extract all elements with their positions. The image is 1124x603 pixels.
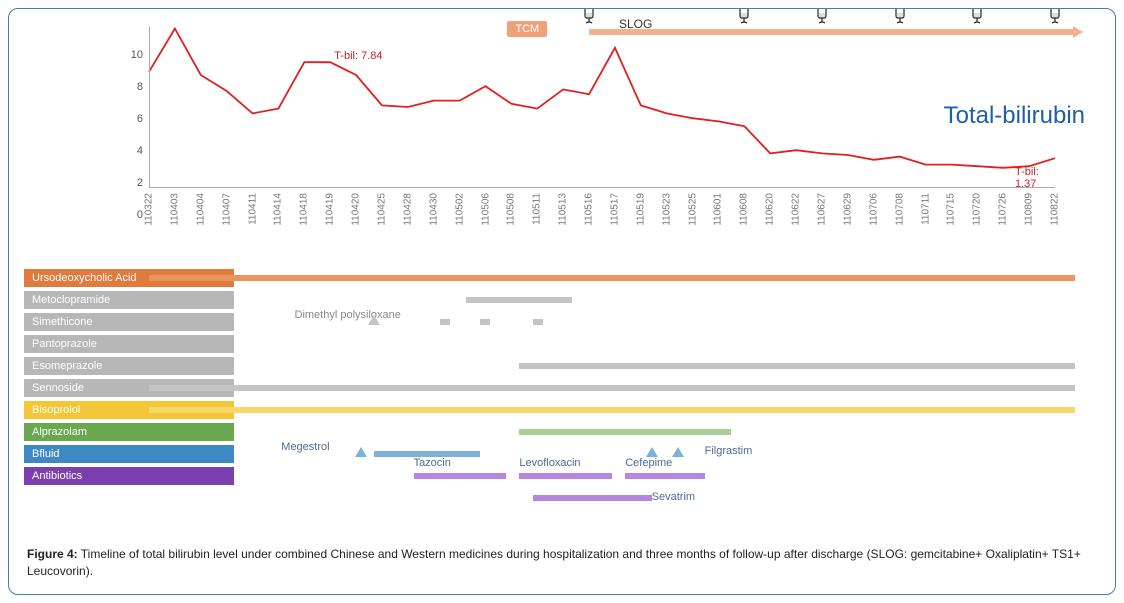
y-axis-line — [149, 27, 150, 187]
tick-marker — [533, 319, 543, 325]
med-row: Metoclopramide — [24, 291, 1075, 311]
med-bar — [519, 429, 731, 435]
chart-annotation: T-bil: 7.84 — [334, 50, 382, 62]
med-row: Esomeprazole — [24, 357, 1075, 377]
med-label: Pantoprazole — [24, 335, 234, 353]
x-tick-label: 110708 — [894, 193, 905, 226]
x-tick-label: 110513 — [558, 193, 569, 226]
x-tick-label: 110414 — [273, 193, 284, 226]
medication-timeline: Ursodeoxycholic Acid Metoclopramide Simeth… — [24, 269, 1075, 511]
x-tick-label: 110508 — [506, 193, 517, 226]
x-tick-label: 110627 — [817, 193, 828, 226]
med-bar — [149, 275, 1075, 281]
med-bar-label: Levofloxacin — [519, 457, 580, 469]
x-tick-label: 110502 — [454, 193, 465, 226]
x-tick-label: 110715 — [946, 193, 957, 226]
med-label: Bfluid — [24, 445, 234, 463]
x-tick-label: 110517 — [609, 193, 620, 226]
med-bar — [625, 473, 704, 479]
x-tick-label: 110525 — [687, 193, 698, 226]
med-row: Alprazolam — [24, 423, 1075, 443]
triangle-marker-icon — [672, 447, 684, 457]
med-bar — [519, 363, 1075, 369]
med-subtext: Dimethyl polysiloxane — [295, 309, 401, 321]
med-row: Pantoprazole — [24, 335, 1075, 355]
x-tick-label: 110511 — [532, 193, 543, 225]
x-tick-label: 110506 — [480, 193, 491, 226]
x-tick-label: 110629 — [842, 193, 853, 226]
triangle-marker-icon — [368, 315, 380, 325]
tick-marker — [480, 319, 490, 325]
med-label: Antibiotics — [24, 467, 234, 485]
x-tick-label: 110411 — [247, 193, 258, 225]
x-tick-label: 110419 — [325, 193, 336, 226]
x-tick-label: 110519 — [635, 193, 646, 226]
x-tick-label: 110516 — [584, 193, 595, 226]
triangle-marker-icon — [355, 447, 367, 457]
slog-bar — [589, 29, 1075, 35]
med-row: Sennoside — [24, 379, 1075, 399]
med-bar — [519, 473, 612, 479]
slog-arrow-icon — [1073, 26, 1083, 38]
med-row: Ursodeoxycholic Acid — [24, 269, 1075, 289]
x-tick-label: 110425 — [376, 193, 387, 226]
med-row: Bisoprolol — [24, 401, 1075, 421]
x-tick-label: 110404 — [195, 193, 206, 226]
x-tick-label: 110407 — [221, 193, 232, 226]
tcm-badge: TCM — [507, 21, 547, 37]
x-tick-label: 110601 — [713, 193, 724, 226]
x-tick-label: 110809 — [1024, 193, 1035, 226]
med-label: Metoclopramide — [24, 291, 234, 309]
chart-title: Total-bilirubin — [944, 102, 1085, 130]
x-tick-label: 110706 — [868, 193, 879, 226]
x-tick-label: 110418 — [299, 193, 310, 226]
figure-frame: 1103221104031104041104071104111104141104… — [8, 8, 1116, 595]
y-tick-label: 10 — [131, 49, 149, 105]
med-bar — [149, 407, 1075, 413]
x-tick-label: 110608 — [739, 193, 750, 226]
x-tick-label: 110822 — [1050, 193, 1061, 226]
med-bar-label: Tazocin — [414, 457, 451, 469]
chart-annotation: T-bil: 1.37 — [1015, 166, 1055, 190]
chart-area: 1103221104031104041104071104111104141104… — [149, 27, 1055, 237]
x-tick-label: 110622 — [791, 193, 802, 226]
figure-caption-text: Timeline of total bilirubin level under … — [27, 547, 1081, 578]
med-row: AntibioticsTazocinLevofloxacinCefepime — [24, 467, 1075, 487]
line-chart-svg — [149, 27, 1055, 187]
slog-label: SLOG — [619, 17, 652, 31]
triangle-marker-icon — [646, 447, 658, 457]
x-tick-label: 110720 — [972, 193, 983, 226]
med-row: SimethiconeDimethyl polysiloxane — [24, 313, 1075, 333]
med-bar-label: Cefepime — [625, 457, 672, 469]
figure-caption: Figure 4: Timeline of total bilirubin le… — [27, 546, 1097, 580]
x-axis-line — [149, 187, 1055, 188]
med-bar — [466, 297, 572, 303]
med-label: Esomeprazole — [24, 357, 234, 375]
x-tick-label: 110711 — [920, 193, 931, 225]
x-tick-label: 110726 — [998, 193, 1009, 226]
x-tick-label: 110403 — [169, 193, 180, 226]
med-row-extra: Sevatrim — [24, 489, 1075, 509]
x-tick-label: 110523 — [661, 193, 672, 226]
x-tick-label: 110620 — [765, 193, 776, 226]
med-subtext: Filgrastim — [705, 445, 753, 457]
med-label: Simethicone — [24, 313, 234, 331]
med-bar — [533, 495, 652, 501]
tick-marker — [440, 319, 450, 325]
med-bar-label: Sevatrim — [652, 491, 695, 503]
med-subtext: Megestrol — [281, 441, 329, 453]
med-bar — [149, 385, 1075, 391]
figure-number: Figure 4: — [27, 547, 78, 561]
med-bar — [414, 473, 507, 479]
med-label: Alprazolam — [24, 423, 234, 441]
x-tick-label: 110430 — [428, 193, 439, 226]
x-tick-label: 110428 — [402, 193, 413, 226]
x-tick-label: 110420 — [351, 193, 362, 226]
